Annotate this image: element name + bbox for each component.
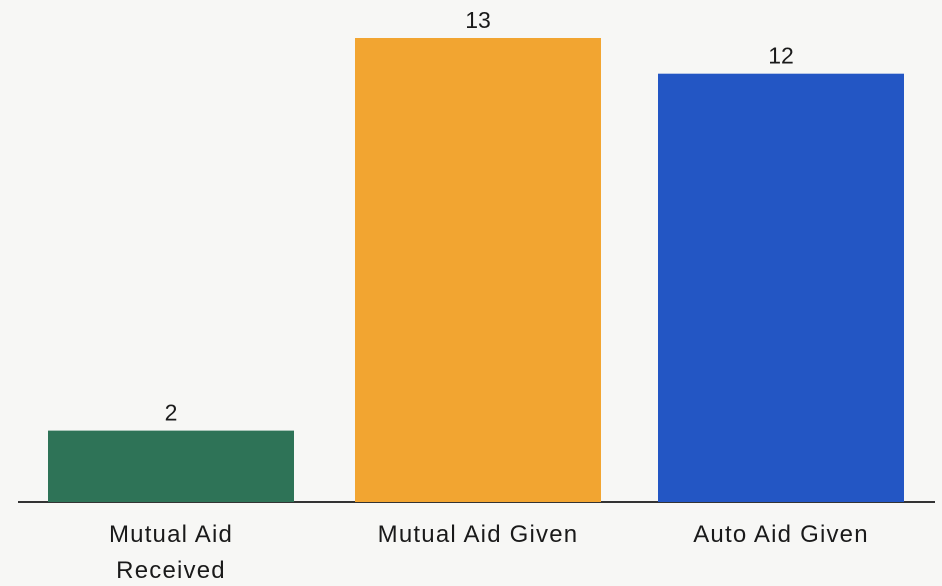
bar-1 bbox=[48, 430, 294, 502]
category-label-1: Mutual Aid Received bbox=[109, 521, 233, 584]
bar-3 bbox=[658, 73, 904, 502]
category-label-2: Mutual Aid Given bbox=[378, 521, 579, 548]
bar-2 bbox=[355, 38, 601, 502]
data-label-1: 2 bbox=[165, 400, 178, 426]
bars-group bbox=[48, 38, 904, 502]
data-label-3: 12 bbox=[768, 43, 794, 69]
data-label-2: 13 bbox=[465, 7, 491, 33]
category-labels-group: Mutual Aid Received Mutual Aid Given Auto A… bbox=[109, 521, 869, 584]
data-labels-group: 2 13 12 bbox=[165, 7, 794, 426]
category-label-3: Auto Aid Given bbox=[693, 521, 869, 548]
